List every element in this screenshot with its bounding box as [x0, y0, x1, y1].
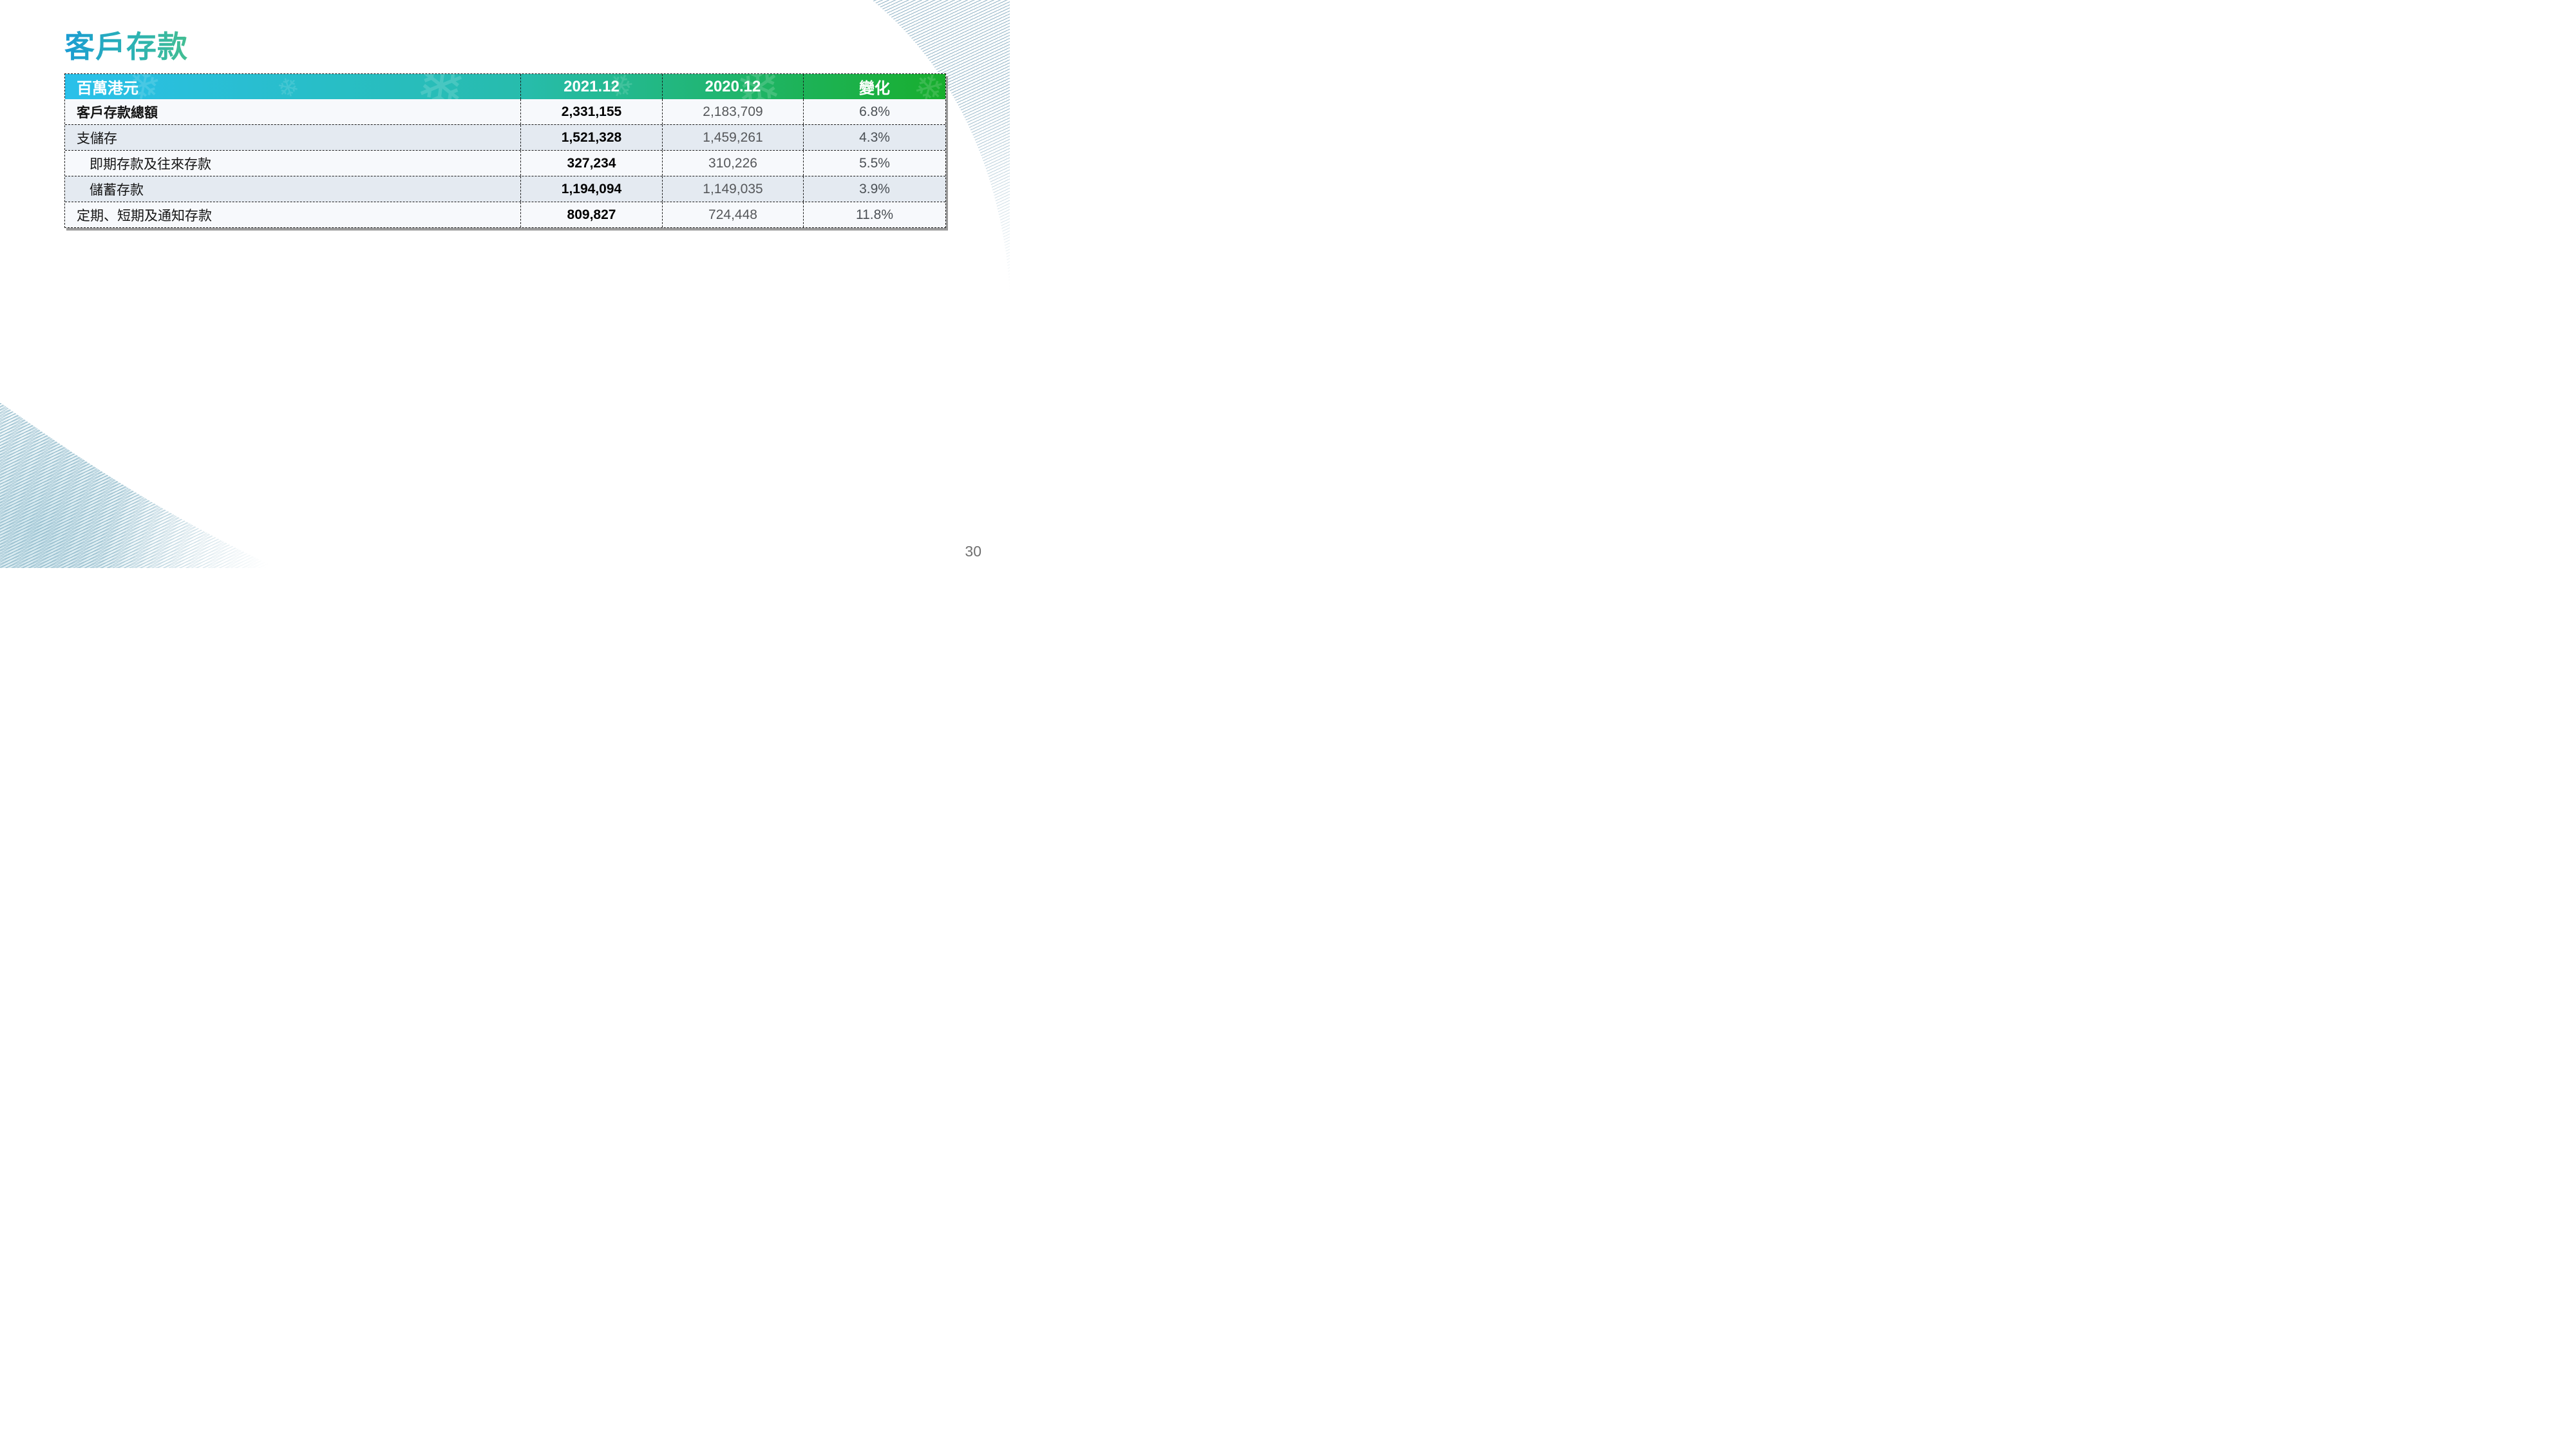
table-row: 支儲存 1,521,328 1,459,261 4.3% [65, 124, 945, 150]
table-row: 即期存款及往來存款 327,234 310,226 5.5% [65, 150, 945, 176]
value-change: 6.8% [803, 99, 945, 124]
page-number: 30 [965, 543, 981, 560]
row-label: 定期、短期及通知存款 [77, 208, 212, 223]
table-row: 儲蓄存款 1,194,094 1,149,035 3.9% [65, 176, 945, 202]
value-2020: 1,459,261 [662, 125, 803, 150]
value-2021: 1,194,094 [520, 176, 662, 202]
row-label: 即期存款及往來存款 [90, 156, 211, 172]
row-label: 客戶存款總額 [77, 105, 158, 120]
value-2021: 1,521,328 [520, 125, 662, 150]
header-change: 變化 [803, 74, 945, 99]
table-row: 客戶存款總額 2,331,155 2,183,709 6.8% [65, 99, 945, 124]
value-2020: 1,149,035 [662, 176, 803, 202]
value-2021: 327,234 [520, 151, 662, 176]
header-2020-12: 2020.12 [662, 74, 803, 99]
value-change: 11.8% [803, 202, 945, 227]
value-2020: 310,226 [662, 151, 803, 176]
value-2021: 2,331,155 [520, 99, 662, 124]
value-change: 4.3% [803, 125, 945, 150]
value-2021: 809,827 [520, 202, 662, 227]
value-change: 3.9% [803, 176, 945, 202]
row-label: 支儲存 [77, 131, 117, 146]
table-header-row: ❄ ❄ ❄ ❄ ❄ ❄ 百萬港元 2021.12 2020.12 變化 [65, 74, 945, 99]
header-unit: 百萬港元 [77, 80, 138, 97]
header-2021-12: 2021.12 [520, 74, 662, 99]
slide: 客戶存款 ❄ ❄ ❄ ❄ ❄ ❄ 百萬港元 2021.12 2020.12 變化… [0, 0, 1010, 568]
page-title: 客戶存款 [64, 22, 188, 66]
value-change: 5.5% [803, 151, 945, 176]
customer-deposits-table: ❄ ❄ ❄ ❄ ❄ ❄ 百萬港元 2021.12 2020.12 變化 客戶存款… [64, 73, 946, 228]
table-row: 定期、短期及通知存款 809,827 724,448 11.8% [65, 202, 945, 227]
row-label: 儲蓄存款 [90, 182, 144, 198]
value-2020: 2,183,709 [662, 99, 803, 124]
bottom-left-wave-lines-decoration [0, 397, 277, 568]
value-2020: 724,448 [662, 202, 803, 227]
